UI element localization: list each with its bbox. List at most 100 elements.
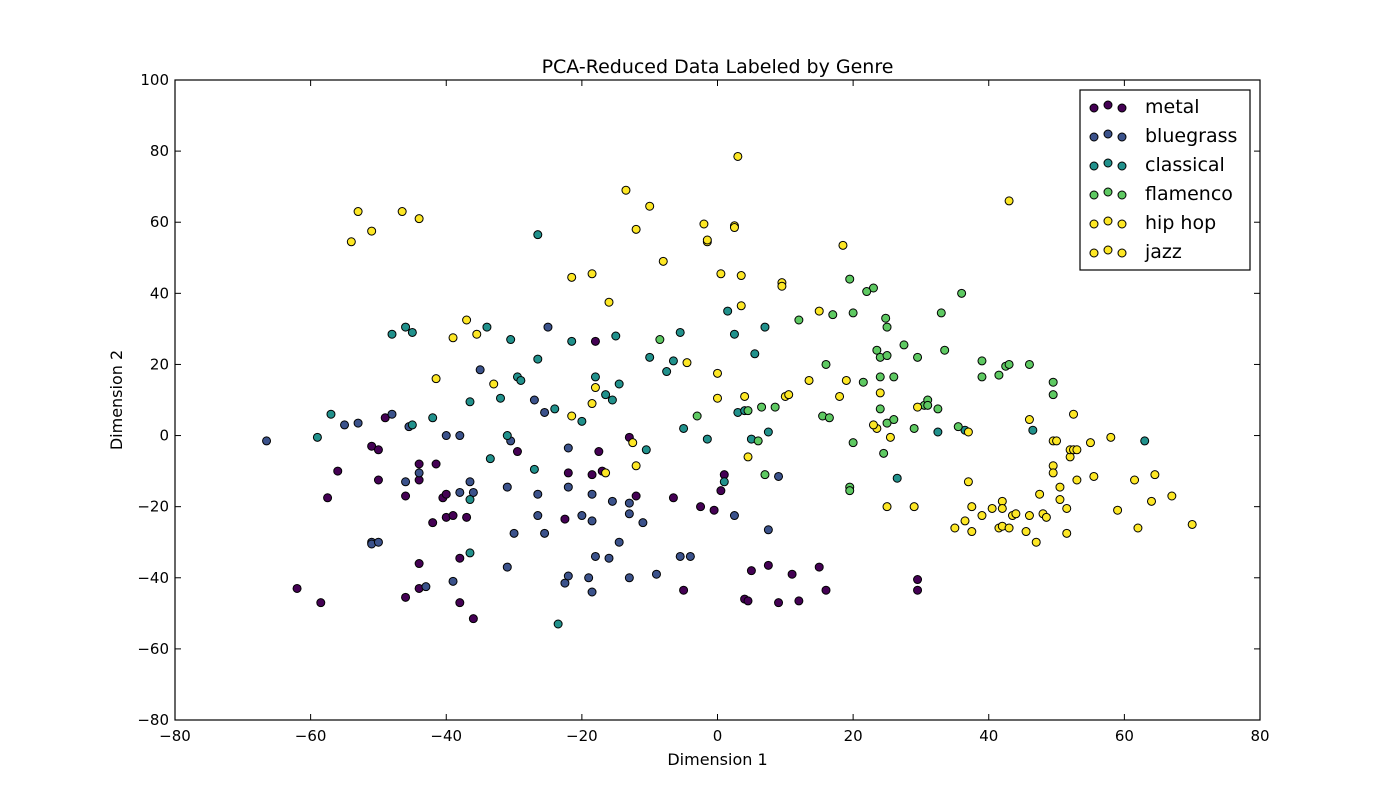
y-tick-label: 40 [150, 284, 169, 302]
scatter-point [804, 375, 814, 385]
scatter-point [373, 445, 383, 455]
scatter-point [346, 237, 356, 247]
scatter-point [679, 423, 689, 433]
scatter-point [723, 306, 733, 316]
scatter-point [1052, 436, 1062, 446]
scatter-point [1062, 528, 1072, 538]
scatter-point [641, 445, 651, 455]
scatter-point [587, 587, 597, 597]
scatter-point [401, 592, 411, 602]
scatter-point [1055, 495, 1065, 505]
scatter-point [312, 432, 322, 442]
scatter-point [675, 551, 685, 561]
scatter-point [624, 498, 634, 508]
scatter-point [963, 477, 973, 487]
scatter-point [316, 598, 326, 608]
scatter-point [821, 585, 831, 595]
legend-marker [1089, 132, 1099, 142]
scatter-point [506, 335, 516, 345]
scatter-point [373, 475, 383, 485]
scatter-point [940, 345, 950, 355]
scatter-point [387, 329, 397, 339]
scatter-point [709, 505, 719, 515]
scatter-point [645, 201, 655, 211]
scatter-point [475, 365, 485, 375]
scatter-point [882, 351, 892, 361]
scatter-point [577, 511, 587, 521]
scatter-point [455, 553, 465, 563]
scatter-point [512, 447, 522, 457]
scatter-point [743, 452, 753, 462]
scatter-point [631, 491, 641, 501]
scatter-point [455, 598, 465, 608]
x-axis-label: Dimension 1 [667, 750, 767, 769]
scatter-point [502, 482, 512, 492]
scatter-point [387, 409, 397, 419]
scatter-point [909, 423, 919, 433]
scatter-point [590, 551, 600, 561]
scatter-point [967, 502, 977, 512]
x-tick-label: 60 [1115, 727, 1134, 745]
scatter-point [353, 418, 363, 428]
scatter-point [1113, 505, 1123, 515]
legend-marker [1089, 103, 1099, 113]
scatter-point [1089, 471, 1099, 481]
scatter-point [590, 336, 600, 346]
scatter-point [1072, 475, 1082, 485]
scatter-point [533, 230, 543, 240]
x-tick-label: −60 [295, 727, 327, 745]
scatter-point [462, 512, 472, 522]
scatter-point [1062, 503, 1072, 513]
scatter-point [733, 151, 743, 161]
scatter-point [455, 487, 465, 497]
scatter-point [668, 493, 678, 503]
scatter-points [262, 151, 1197, 629]
scatter-point [841, 375, 851, 385]
scatter-point [441, 431, 451, 441]
scatter-point [729, 511, 739, 521]
y-tick-label: −20 [137, 498, 169, 516]
scatter-point [682, 358, 692, 368]
scatter-point [509, 528, 519, 538]
scatter-point [614, 537, 624, 547]
scatter-point [1133, 523, 1143, 533]
scatter-point [540, 407, 550, 417]
legend-entry: jazz [1089, 241, 1182, 263]
y-tick-label: 60 [150, 213, 169, 231]
series-metal [292, 336, 923, 624]
scatter-point [1004, 196, 1014, 206]
scatter-point [397, 207, 407, 217]
scatter-point [1048, 377, 1058, 387]
scatter-point [485, 454, 495, 464]
scatter-point [380, 413, 390, 423]
scatter-point [482, 322, 492, 332]
scatter-point [862, 287, 872, 297]
scatter-point [879, 448, 889, 458]
scatter-point [601, 390, 611, 400]
scatter-point [1028, 425, 1038, 435]
x-tick-label: 0 [713, 727, 723, 745]
scatter-point [367, 441, 377, 451]
scatter-point [340, 420, 350, 430]
scatter-point [326, 409, 336, 419]
scatter-point [407, 327, 417, 337]
scatter-point [421, 582, 431, 592]
legend-box [1079, 89, 1251, 271]
scatter-point [740, 391, 750, 401]
legend-entry: classical [1089, 154, 1225, 176]
scatter-point [977, 356, 987, 366]
legend-marker [1089, 219, 1099, 229]
scatter-point [743, 406, 753, 416]
scatter-point [746, 566, 756, 576]
scatter-point [784, 390, 794, 400]
scatter-point [1035, 489, 1045, 499]
scatter-point [757, 402, 767, 412]
scatter-point [760, 322, 770, 332]
scatter-point [472, 329, 482, 339]
scatter-point [936, 308, 946, 318]
scatter-point [702, 434, 712, 444]
scatter-point [611, 331, 621, 341]
x-tick-label: 80 [1250, 727, 1269, 745]
x-tick-label: 20 [844, 727, 863, 745]
scatter-point [881, 313, 891, 323]
